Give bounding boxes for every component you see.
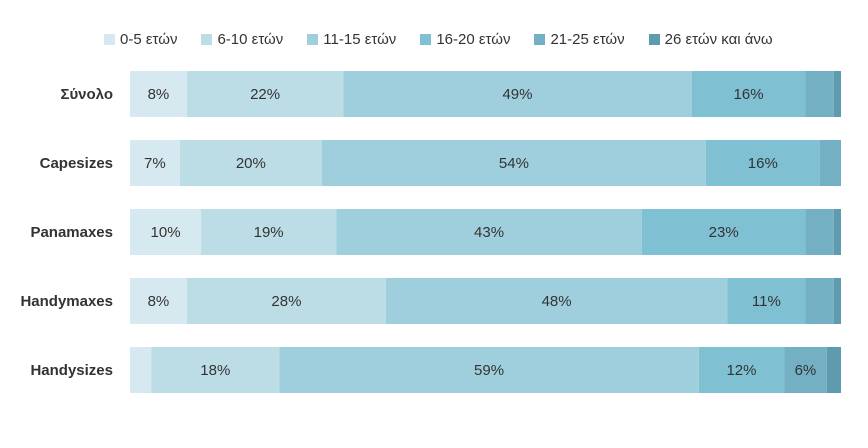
bar-segment xyxy=(727,278,806,324)
category-label: Handymaxes xyxy=(20,293,113,310)
bar-segment xyxy=(186,71,344,117)
legend-label: 6-10 ετών xyxy=(217,31,284,48)
legend-item: 26 ετών και άνω xyxy=(648,31,773,48)
legend-swatch xyxy=(307,34,319,45)
category-label: Panamaxes xyxy=(30,224,113,241)
data-label: 43% xyxy=(474,224,504,241)
bar-segment xyxy=(130,278,187,324)
legend-swatch xyxy=(201,34,213,45)
bar-segment xyxy=(705,140,820,186)
bar-segment xyxy=(201,209,337,255)
chart-legend: 0-5 ετών 6-10 ετών 11-15 ετών 16-20 ετών 21-… xyxy=(104,31,797,48)
bar-segment xyxy=(343,71,692,117)
legend-item: 11-15 ετών xyxy=(307,31,396,48)
bar-segment xyxy=(130,71,187,117)
bar-segment xyxy=(826,347,841,393)
legend-swatch xyxy=(534,34,546,45)
data-label: 7% xyxy=(144,155,166,172)
bar-segment xyxy=(130,209,202,255)
data-label: 20% xyxy=(236,155,266,172)
legend-label: 0-5 ετών xyxy=(120,31,178,48)
bar-segment xyxy=(186,278,386,324)
legend-swatch xyxy=(104,34,115,45)
data-label: 12% xyxy=(726,362,756,379)
bar-segment xyxy=(784,347,827,393)
bar-segment xyxy=(805,278,834,324)
legend-label: 16-20 ετών xyxy=(436,31,511,48)
bar-segment xyxy=(833,71,841,117)
bar-segment xyxy=(151,347,280,393)
category-label: Handysizes xyxy=(30,362,113,379)
bar-segment xyxy=(130,347,152,393)
data-label: 8% xyxy=(148,293,170,310)
bar-segment xyxy=(691,71,806,117)
data-label: 6% xyxy=(795,362,817,379)
data-label: 28% xyxy=(271,293,301,310)
legend-label: 21-25 ετών xyxy=(550,31,625,48)
data-label: 48% xyxy=(542,293,572,310)
bar-segment xyxy=(641,209,806,255)
legend-item: 0-5 ετών xyxy=(104,31,177,48)
bar-segment xyxy=(698,347,785,393)
bar-segment xyxy=(179,140,322,186)
data-label: 49% xyxy=(502,86,532,103)
data-label: 16% xyxy=(734,86,764,103)
legend-swatch xyxy=(420,34,432,45)
data-label: 23% xyxy=(709,224,739,241)
data-label: 59% xyxy=(474,362,504,379)
data-label: 10% xyxy=(151,224,181,241)
bar-segment xyxy=(833,278,841,324)
data-label: 19% xyxy=(254,224,284,241)
data-label: 22% xyxy=(250,86,280,103)
bar-segment xyxy=(805,209,834,255)
bar-segment xyxy=(130,140,180,186)
legend-item: 16-20 ετών xyxy=(420,31,510,48)
legend-item: 21-25 ετών xyxy=(534,31,625,48)
data-label: 11% xyxy=(752,293,781,310)
bar-segment xyxy=(805,71,834,117)
bar-segment xyxy=(321,140,706,186)
data-label: 16% xyxy=(748,155,778,172)
category-label: Capesizes xyxy=(40,155,113,172)
data-label: 18% xyxy=(200,362,230,379)
bar-segment xyxy=(336,209,642,255)
legend-label: 26 ετών και άνω xyxy=(664,31,773,48)
category-label: Σύνολο xyxy=(60,86,113,103)
data-label: 54% xyxy=(499,155,529,172)
bar-segment xyxy=(833,209,841,255)
bar-segment xyxy=(385,278,728,324)
legend-swatch xyxy=(648,34,660,45)
bar-segment xyxy=(819,140,841,186)
bar-segment xyxy=(279,347,699,393)
legend-item: 6-10 ετών xyxy=(201,31,283,48)
legend-label: 11-15 ετών xyxy=(323,31,397,48)
data-label: 8% xyxy=(148,86,170,103)
